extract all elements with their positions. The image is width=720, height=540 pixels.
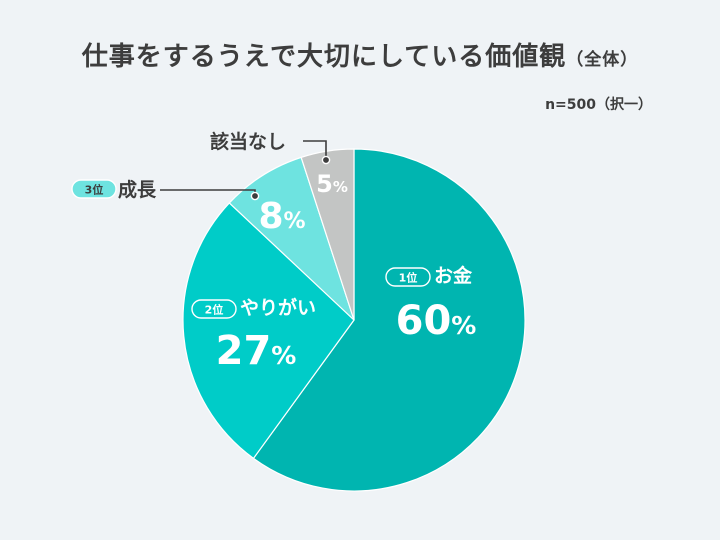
category-label-none: 該当なし bbox=[210, 130, 286, 153]
leader-line-none bbox=[303, 140, 327, 160]
category-label-money: お金 bbox=[434, 264, 473, 287]
rank-badge-rewarding: 2位 bbox=[191, 299, 237, 319]
pie-slice-rewarding bbox=[182, 202, 355, 460]
rank-label-growth: 3位 bbox=[85, 183, 104, 197]
category-label-growth: 成長 bbox=[118, 178, 157, 201]
chart-title-suffix: （全体） bbox=[566, 50, 639, 70]
rank-label-money: 1位 bbox=[399, 271, 418, 285]
leader-dot-growth bbox=[250, 191, 260, 201]
pie-slice-none bbox=[300, 148, 355, 321]
rank-label-rewarding: 2位 bbox=[205, 303, 224, 317]
category-label-rewarding: やりがい bbox=[240, 296, 316, 319]
value-label-none: 5% bbox=[316, 170, 348, 198]
leader-dot-none bbox=[321, 155, 331, 165]
pie-slice-money bbox=[252, 148, 526, 492]
chart-title: 仕事をするうえで大切にしている価値観（全体） bbox=[0, 36, 720, 73]
chart-title-main: 仕事をするうえで大切にしている価値観 bbox=[81, 42, 567, 72]
sample-size-note: n=500（択一） bbox=[545, 97, 652, 113]
value-label-rewarding: 27% bbox=[216, 328, 297, 374]
value-label-growth: 8% bbox=[258, 196, 305, 237]
rank-badge-money: 1位 bbox=[385, 267, 431, 287]
value-label-money: 60% bbox=[396, 298, 477, 344]
rank-badge-growth: 3位 bbox=[71, 179, 117, 199]
